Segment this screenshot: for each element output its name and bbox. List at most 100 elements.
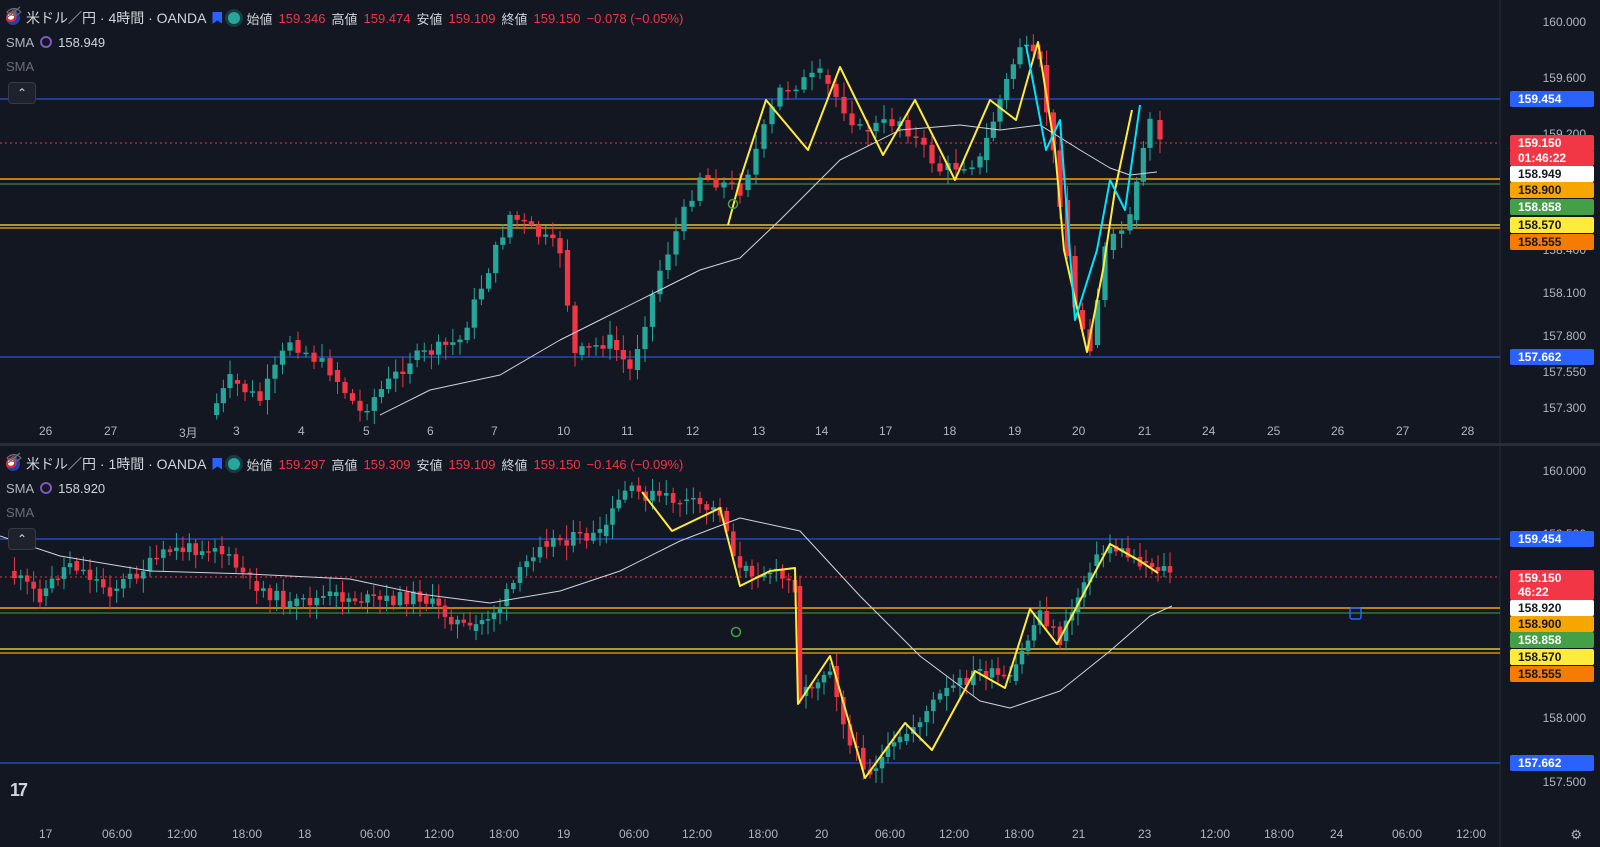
candle-body bbox=[1063, 620, 1069, 641]
price-tick-label: 160.000 bbox=[1542, 464, 1586, 478]
candle-body bbox=[1113, 546, 1119, 552]
candle-body bbox=[340, 592, 345, 602]
candle-body bbox=[1119, 230, 1125, 234]
candle-body bbox=[891, 742, 897, 747]
close-value: 159.150 bbox=[533, 10, 581, 26]
candle-body bbox=[507, 214, 513, 238]
time-tick-label: 12:00 bbox=[167, 827, 198, 841]
candle-body bbox=[473, 624, 479, 631]
candle-body bbox=[737, 183, 743, 196]
bottom-chart-pane[interactable]: 米ドル／円 · 1時間 · OANDA 始値 159.297 高値 159.309 … bbox=[0, 446, 1600, 847]
alarm-clock-icon bbox=[727, 198, 739, 210]
candle-body bbox=[55, 578, 61, 581]
candle-body bbox=[303, 352, 309, 355]
candle-body bbox=[307, 597, 313, 606]
time-tick-label: 5 bbox=[363, 424, 370, 438]
time-tick-label: 6 bbox=[427, 424, 434, 438]
candle-body bbox=[861, 747, 866, 770]
candle-body bbox=[977, 668, 983, 671]
time-tick-label: 19 bbox=[557, 827, 571, 841]
top-chart-canvas[interactable] bbox=[0, 0, 1600, 443]
candle-body bbox=[603, 524, 609, 536]
candle-body bbox=[349, 393, 356, 401]
price-tag: 46:22 bbox=[1510, 584, 1594, 600]
time-tick-label: 17 bbox=[39, 827, 53, 841]
top-chart-pane[interactable]: 米ドル／円 · 4時間 · OANDA 始値 159.346 高値 159.474 … bbox=[0, 0, 1600, 443]
candle-body bbox=[514, 215, 520, 220]
eye-off-icon[interactable] bbox=[6, 6, 22, 18]
time-tick-label: 12:00 bbox=[939, 827, 970, 841]
candle-body bbox=[897, 121, 903, 127]
candle-body bbox=[600, 345, 606, 349]
candle-body bbox=[793, 89, 799, 92]
candle-body bbox=[815, 682, 821, 689]
change-value: −0.146 (−0.09%) bbox=[586, 456, 684, 472]
candle-body bbox=[448, 616, 454, 625]
time-tick-label: 06:00 bbox=[102, 827, 133, 841]
candle-body bbox=[944, 687, 949, 696]
chevron-up-icon[interactable]: ⌃ bbox=[8, 82, 36, 104]
candle-body bbox=[879, 756, 885, 769]
candle-body bbox=[371, 397, 377, 411]
candle-body bbox=[491, 613, 497, 620]
sma-value: 158.949 bbox=[58, 34, 106, 50]
sma-hidden-label[interactable]: SMA bbox=[6, 58, 35, 74]
high-label: 高値 bbox=[331, 11, 358, 27]
sma-label[interactable]: SMA bbox=[6, 480, 35, 496]
candle-body bbox=[214, 403, 220, 415]
candle-body bbox=[1102, 246, 1108, 301]
candle-body bbox=[397, 592, 403, 606]
candle-body bbox=[436, 598, 442, 606]
candle-body bbox=[311, 352, 317, 362]
price-tag: 159.454 bbox=[1510, 91, 1594, 107]
bookmark-icon[interactable] bbox=[212, 458, 223, 470]
symbol-title[interactable]: 米ドル／円 · 1時間 · OANDA bbox=[26, 456, 207, 472]
candle-body bbox=[564, 540, 569, 546]
tradingview-logo[interactable]: 17 bbox=[10, 780, 28, 800]
candle-body bbox=[865, 130, 871, 132]
pane-divider[interactable] bbox=[0, 443, 1600, 446]
candle-body bbox=[767, 572, 773, 575]
candle-body bbox=[430, 598, 435, 604]
candle-body bbox=[827, 671, 833, 675]
candle-body bbox=[593, 345, 599, 347]
candle-body bbox=[43, 588, 49, 596]
time-tick-label: 18:00 bbox=[232, 827, 263, 841]
candle-body bbox=[937, 163, 943, 172]
bookmark-icon[interactable] bbox=[212, 12, 223, 24]
candle-body bbox=[1013, 664, 1019, 681]
candle-body bbox=[711, 507, 716, 510]
chevron-up-icon[interactable]: ⌃ bbox=[8, 528, 36, 550]
candle-body bbox=[101, 579, 106, 588]
time-tick-label: 17 bbox=[879, 424, 893, 438]
candle-body bbox=[199, 551, 205, 556]
candle-body bbox=[461, 619, 467, 623]
eye-off-icon[interactable] bbox=[6, 452, 22, 464]
candle-body bbox=[964, 677, 969, 686]
time-tick-label: 14 bbox=[815, 424, 829, 438]
high-label: 高値 bbox=[331, 457, 358, 473]
candle-body bbox=[443, 341, 449, 345]
candle-body bbox=[295, 340, 301, 353]
candle-body bbox=[94, 579, 99, 581]
candle-body bbox=[1149, 562, 1155, 568]
sma-label[interactable]: SMA bbox=[6, 34, 35, 50]
candle-body bbox=[724, 511, 729, 532]
symbol-title[interactable]: 米ドル／円 · 4時間 · OANDA bbox=[26, 10, 207, 26]
top-legend: 米ドル／円 · 4時間 · OANDA 始値 159.346 高値 159.474 … bbox=[6, 6, 683, 78]
bottom-chart-canvas[interactable] bbox=[0, 446, 1600, 847]
candle-body bbox=[511, 582, 516, 590]
candle-body bbox=[809, 686, 815, 689]
candle-body bbox=[989, 668, 995, 678]
time-tick-label: 27 bbox=[1396, 424, 1410, 438]
candle-body bbox=[885, 746, 891, 757]
candle-body bbox=[743, 565, 749, 571]
candle-body bbox=[984, 137, 990, 160]
candle-body bbox=[352, 598, 358, 602]
sma-hidden-label[interactable]: SMA bbox=[6, 504, 35, 520]
settings-icon[interactable]: ⚙ bbox=[1570, 827, 1582, 842]
time-tick-label: 3 bbox=[233, 424, 240, 438]
price-tag: 158.920 bbox=[1510, 600, 1594, 616]
candle-body bbox=[1094, 300, 1101, 345]
candle-body bbox=[272, 364, 278, 379]
